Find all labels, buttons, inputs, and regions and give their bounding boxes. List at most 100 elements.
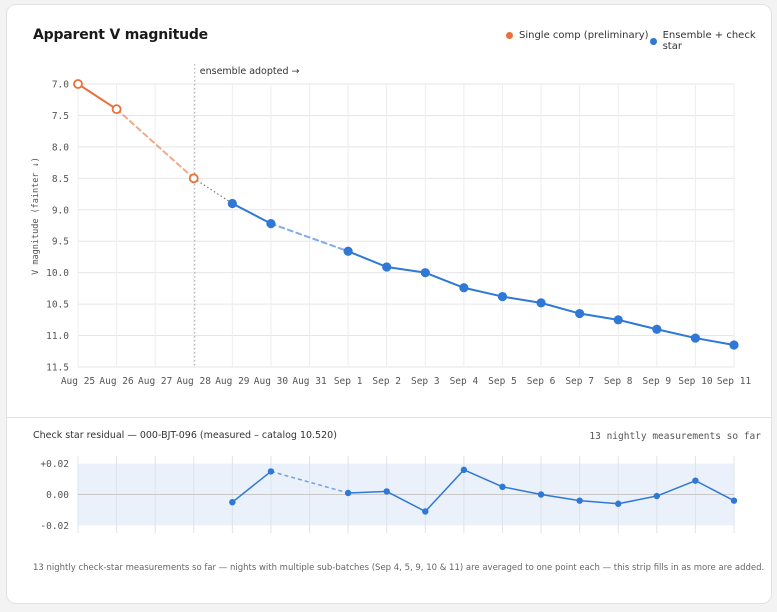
y-tick-label: 7.0 — [52, 80, 69, 91]
ensemble-point — [343, 246, 353, 256]
ensemble-point — [420, 268, 430, 278]
residual-segment — [618, 495, 657, 505]
residual-segment — [540, 493, 580, 502]
x-tick-label: Sep 6 — [527, 376, 556, 387]
residual-point — [267, 468, 275, 475]
residual-segment — [579, 499, 619, 505]
x-tick-label: Aug 29 — [215, 376, 250, 387]
residual-segment — [502, 486, 542, 496]
x-tick-label: Aug 31 — [292, 376, 327, 387]
ensemble-segment — [501, 295, 543, 304]
residual-segment — [463, 469, 503, 488]
residual-y-tick-label: +0.02 — [40, 459, 69, 470]
x-tick-label: Aug 30 — [254, 376, 289, 387]
ensemble-segment — [424, 271, 465, 289]
residual-point — [692, 477, 699, 484]
x-tick-label: Aug 25 — [61, 376, 95, 387]
residual-title: Check star residual — 000-BJT-096 (measu… — [33, 430, 337, 441]
y-tick-label: 9.5 — [52, 237, 69, 248]
x-tick-label: Aug 26 — [99, 376, 134, 387]
residual-segment — [656, 479, 696, 497]
ensemble-segment — [462, 286, 504, 298]
residual-segment — [386, 490, 426, 513]
residual-segment — [695, 479, 735, 502]
x-tick-label: Sep 1 — [334, 376, 363, 387]
footnote: 13 nightly check-star measurements so fa… — [33, 563, 765, 573]
residual-y-tick-label: 0.00 — [46, 490, 69, 501]
x-tick-label: Sep 9 — [643, 376, 672, 387]
y-tick-label: 8.0 — [52, 142, 69, 153]
annotation-text: ensemble adopted → — [200, 66, 300, 77]
y-tick-label: 9.0 — [52, 205, 69, 216]
y-tick-label: 7.5 — [52, 111, 69, 122]
x-tick-label: Sep 4 — [450, 376, 479, 387]
ensemble-point — [266, 219, 276, 229]
single-comp-segment — [115, 108, 195, 180]
y-tick-label: 11.0 — [46, 331, 69, 342]
ensemble-segment — [347, 250, 388, 269]
residual-point — [344, 489, 352, 497]
legend-item-ensemble: Ensemble + check star — [650, 30, 771, 52]
residual-point — [422, 508, 429, 515]
legend-swatch-single-comp — [506, 32, 513, 39]
ensemble-point — [690, 333, 701, 343]
x-tick-label: Sep 11 — [717, 376, 752, 387]
x-tick-label: Sep 10 — [678, 376, 713, 387]
x-tick-label: Aug 27 — [138, 376, 172, 387]
y-tick-label: 10.5 — [46, 300, 69, 311]
single-comp-segment — [77, 83, 118, 111]
x-tick-label: Sep 7 — [565, 376, 594, 387]
legend-label-ensemble: Ensemble + check star — [662, 30, 756, 52]
ensemble-point — [536, 298, 546, 308]
series-connector — [193, 177, 233, 204]
x-tick-label: Aug 28 — [177, 376, 212, 387]
ensemble-segment — [540, 301, 581, 315]
ensemble-point — [227, 198, 237, 209]
ensemble-segment — [655, 328, 697, 340]
ensemble-segment — [269, 222, 350, 253]
y-tick-label: 8.5 — [52, 174, 69, 185]
y-tick-label: 11.5 — [46, 363, 69, 374]
ensemble-point — [459, 283, 469, 293]
legend-item-single-comp: Single comp (preliminary) — [506, 30, 649, 41]
single-comp-point — [111, 104, 122, 115]
residual-y-tick-label: -0.02 — [40, 521, 69, 532]
ensemble-segment — [385, 266, 427, 274]
ensemble-segment — [617, 318, 658, 331]
ensemble-point — [613, 315, 623, 325]
ensemble-point — [497, 291, 508, 302]
x-tick-label: Sep 2 — [372, 376, 401, 387]
residual-point — [576, 497, 583, 504]
ensemble-segment — [231, 202, 272, 225]
chart-title: Apparent V magnitude — [33, 27, 208, 43]
residual-point — [460, 466, 468, 474]
residual-segment — [348, 490, 387, 494]
x-tick-label: Sep 8 — [604, 376, 633, 387]
residual-segment — [270, 470, 349, 494]
residual-segment — [231, 470, 272, 503]
residual-point — [730, 497, 738, 504]
y-axis-label: V magnitude (fainter ↓) — [31, 157, 41, 275]
residual-count: 13 nightly measurements so far — [589, 431, 761, 442]
x-tick-label: Sep 5 — [488, 376, 517, 387]
residual-point — [537, 491, 545, 498]
single-comp-point — [188, 173, 199, 184]
legend-swatch-ensemble — [650, 37, 657, 45]
residual-point — [229, 499, 236, 506]
ensemble-point — [382, 262, 392, 272]
y-tick-label: 10.0 — [46, 268, 69, 279]
residual-point — [615, 500, 622, 507]
residual-segment — [424, 469, 465, 512]
ensemble-point — [729, 340, 739, 350]
residual-point — [499, 483, 506, 490]
ensemble-segment — [578, 312, 620, 321]
ensemble-segment — [694, 337, 735, 346]
single-comp-point — [73, 79, 83, 89]
section-divider — [7, 417, 771, 418]
x-tick-label: Sep 3 — [411, 376, 440, 387]
legend-label-single-comp: Single comp (preliminary) — [519, 30, 649, 41]
ensemble-point — [575, 308, 585, 319]
residual-point — [653, 492, 661, 500]
ensemble-point — [652, 324, 662, 334]
